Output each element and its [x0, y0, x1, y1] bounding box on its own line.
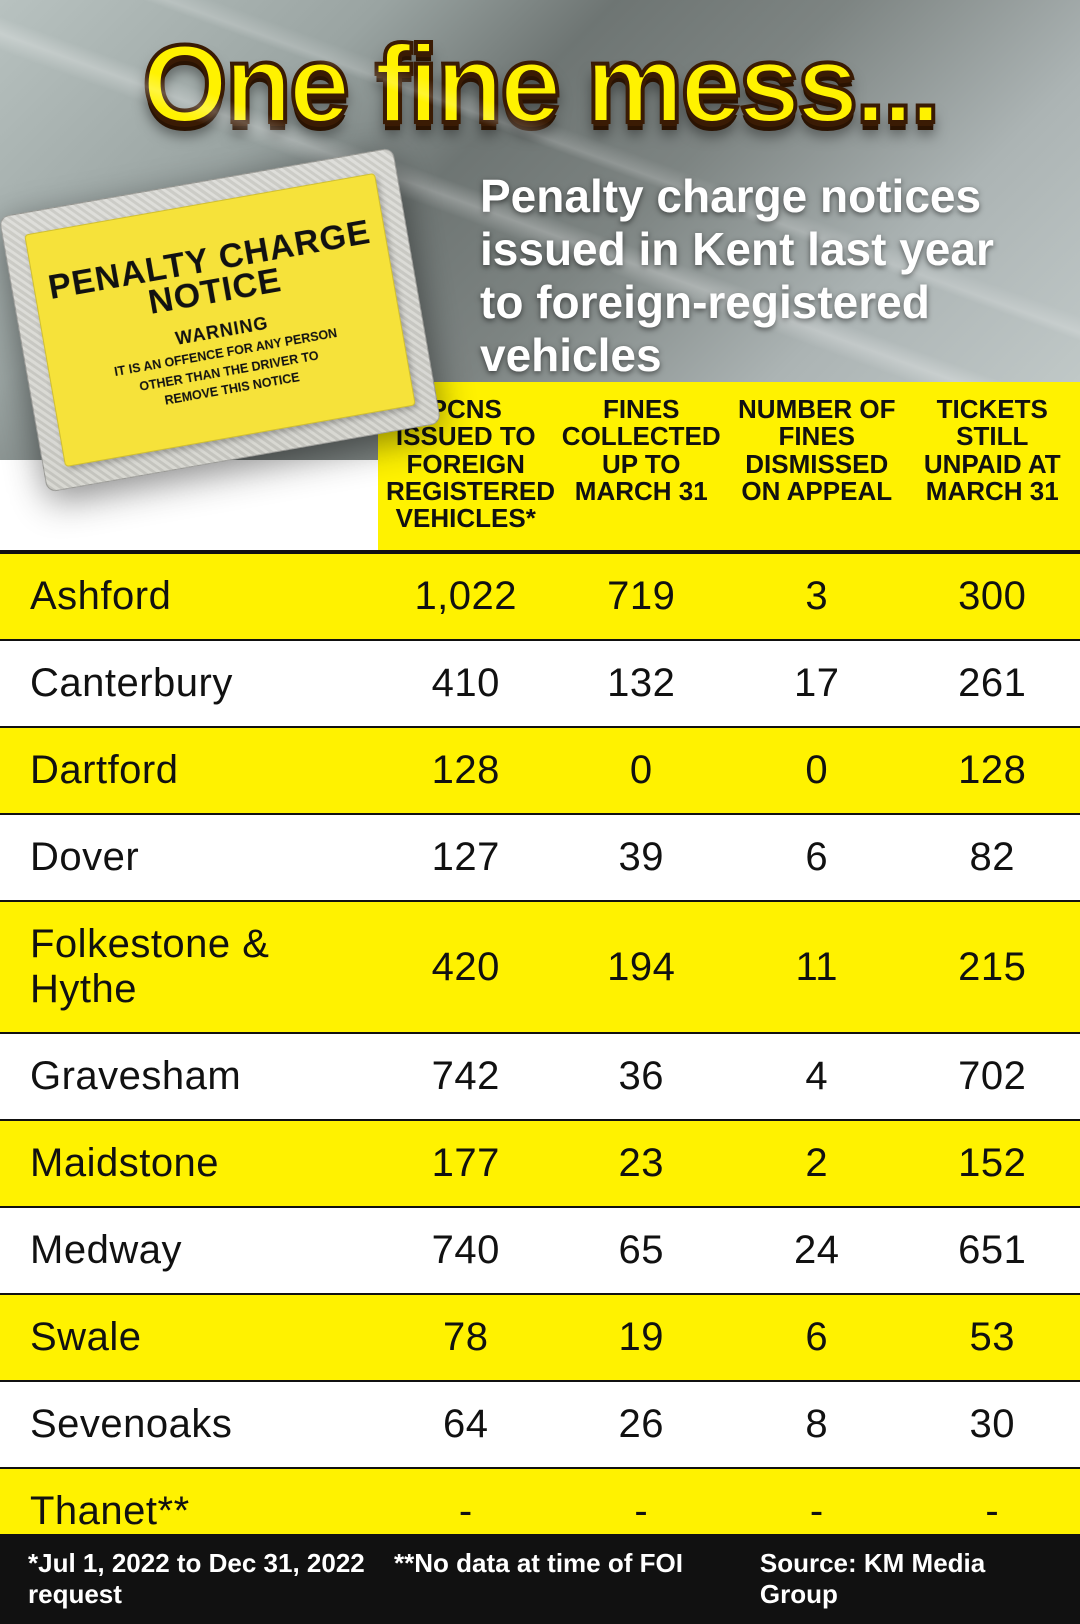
table-row: Folkestone & Hythe42019411215 — [0, 901, 1080, 1033]
cell: 194 — [554, 901, 730, 1033]
cell: 128 — [905, 727, 1080, 814]
row-label: Sevenoaks — [0, 1381, 378, 1468]
cell: 8 — [729, 1381, 905, 1468]
col-dismissed: NUMBER OF FINES DISMISSED ON APPEAL — [729, 382, 905, 552]
row-label: Canterbury — [0, 640, 378, 727]
row-label: Swale — [0, 1294, 378, 1381]
cell: 742 — [378, 1033, 554, 1120]
table-row: Ashford1,0227193300 — [0, 552, 1080, 640]
table-row: Canterbury41013217261 — [0, 640, 1080, 727]
cell: 65 — [554, 1207, 730, 1294]
cell: 53 — [905, 1294, 1080, 1381]
headline: One fine mess... — [0, 30, 1080, 140]
table-row: Sevenoaks6426830 — [0, 1381, 1080, 1468]
table-row: Maidstone177232152 — [0, 1120, 1080, 1207]
row-label: Medway — [0, 1207, 378, 1294]
cell: 26 — [554, 1381, 730, 1468]
cell: 11 — [729, 901, 905, 1033]
cell: 36 — [554, 1033, 730, 1120]
cell: 300 — [905, 552, 1080, 640]
table-row: Dartford12800128 — [0, 727, 1080, 814]
cell: 410 — [378, 640, 554, 727]
table-row: Medway7406524651 — [0, 1207, 1080, 1294]
row-label: Maidstone — [0, 1120, 378, 1207]
cell: 261 — [905, 640, 1080, 727]
footer: *Jul 1, 2022 to Dec 31, 2022 **No data a… — [0, 1534, 1080, 1624]
row-label: Dartford — [0, 727, 378, 814]
cell: 6 — [729, 1294, 905, 1381]
table-body: Ashford1,0227193300Canterbury41013217261… — [0, 552, 1080, 1624]
cell: 23 — [554, 1120, 730, 1207]
cell: 64 — [378, 1381, 554, 1468]
cell: 127 — [378, 814, 554, 901]
footnote-source: Source: KM Media Group — [760, 1548, 1052, 1610]
cell: 215 — [905, 901, 1080, 1033]
cell: 132 — [554, 640, 730, 727]
cell: 6 — [729, 814, 905, 901]
row-label: Folkestone & Hythe — [0, 901, 378, 1033]
footnote-a: *Jul 1, 2022 to Dec 31, 2022 — [28, 1548, 365, 1578]
cell: 128 — [378, 727, 554, 814]
table-row: Gravesham742364702 — [0, 1033, 1080, 1120]
cell: 719 — [554, 552, 730, 640]
table-row: Swale7819653 — [0, 1294, 1080, 1381]
col-collected: FINES COLLECTED UP TO MARCH 31 — [554, 382, 730, 552]
infographic: One fine mess... Penalty charge notices … — [0, 0, 1080, 1624]
row-label: Gravesham — [0, 1033, 378, 1120]
cell: 30 — [905, 1381, 1080, 1468]
cell: 24 — [729, 1207, 905, 1294]
cell: 177 — [378, 1120, 554, 1207]
cell: 0 — [554, 727, 730, 814]
cell: 3 — [729, 552, 905, 640]
row-label: Ashford — [0, 552, 378, 640]
cell: 78 — [378, 1294, 554, 1381]
cell: 740 — [378, 1207, 554, 1294]
subheadline: Penalty charge notices issued in Kent la… — [480, 170, 1040, 382]
cell: 39 — [554, 814, 730, 901]
cell: 19 — [554, 1294, 730, 1381]
table-row: Dover12739682 — [0, 814, 1080, 901]
cell: 4 — [729, 1033, 905, 1120]
cell: 420 — [378, 901, 554, 1033]
cell: 1,022 — [378, 552, 554, 640]
cell: 2 — [729, 1120, 905, 1207]
cell: 17 — [729, 640, 905, 727]
data-table: PCNS ISSUED TO FOREIGN REGISTERED VEHICL… — [0, 382, 1080, 1624]
cell: 0 — [729, 727, 905, 814]
col-unpaid: TICKETS STILL UNPAID AT MARCH 31 — [905, 382, 1080, 552]
cell: 82 — [905, 814, 1080, 901]
row-label: Dover — [0, 814, 378, 901]
cell: 702 — [905, 1033, 1080, 1120]
cell: 152 — [905, 1120, 1080, 1207]
cell: 651 — [905, 1207, 1080, 1294]
